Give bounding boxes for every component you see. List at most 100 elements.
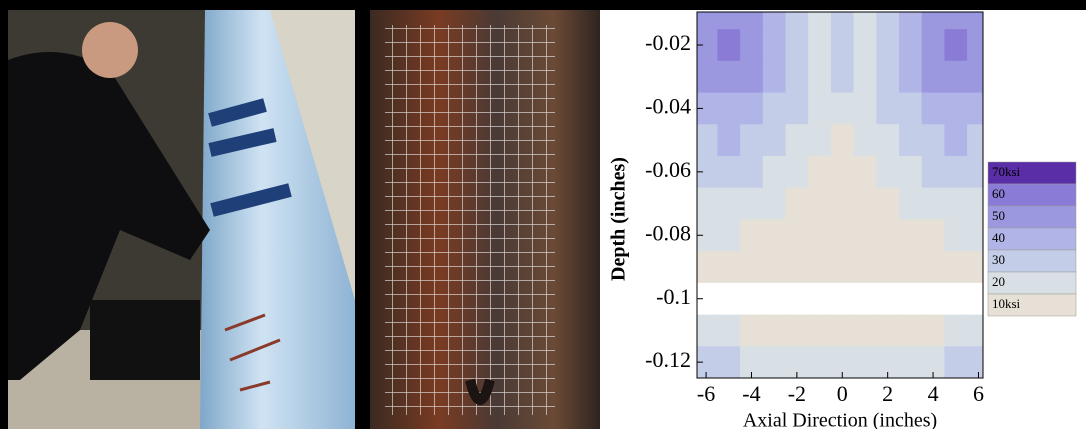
contour-cell — [697, 187, 719, 221]
contour-cell — [762, 92, 787, 125]
contour-cell — [876, 124, 900, 157]
contour-cell — [876, 12, 900, 30]
contour-cell — [717, 12, 741, 30]
photo-pipe-inspection — [8, 10, 355, 429]
legend-label: 50 — [992, 208, 1005, 223]
contour-cell — [921, 219, 946, 252]
contour-cell — [899, 219, 923, 252]
x-axis-label: Axial Direction (inches) — [743, 410, 937, 429]
contour-cell — [830, 29, 855, 62]
contour-cell — [717, 155, 741, 189]
contour-cell — [830, 219, 855, 252]
contour-cell — [740, 124, 764, 157]
contour-cell — [785, 29, 809, 62]
contour-cell — [853, 29, 877, 62]
contour-cell — [697, 29, 719, 62]
contour-cell — [762, 29, 787, 62]
contour-cell — [967, 251, 983, 284]
x-tick-label: -6 — [697, 381, 715, 406]
contour-cell — [808, 314, 832, 347]
legend-label: 20 — [992, 274, 1005, 289]
contour-cell — [740, 12, 764, 30]
contour-cell — [944, 251, 968, 284]
contour-cell — [944, 12, 968, 30]
contour-cell — [697, 346, 719, 378]
contour-cell — [762, 251, 787, 284]
contour-cell — [921, 282, 946, 316]
contour-cell — [740, 251, 764, 284]
contour-cell — [967, 155, 983, 189]
contour-cell — [785, 219, 809, 252]
contour-cell — [697, 251, 719, 284]
contour-cell — [899, 282, 923, 316]
contour-cell — [921, 187, 946, 221]
contour-cell — [853, 314, 877, 347]
contour-cell — [830, 314, 855, 347]
contour-cell — [697, 124, 719, 157]
contour-cell — [717, 251, 741, 284]
contour-cell — [853, 155, 877, 189]
contour-cell — [762, 282, 787, 316]
contour-cell — [967, 124, 983, 157]
contour-cell — [921, 155, 946, 189]
contour-cell — [944, 29, 968, 62]
x-tick-label: -2 — [788, 381, 806, 406]
contour-cell — [740, 92, 764, 125]
x-tick-label: 2 — [882, 381, 893, 406]
contour-cell — [762, 219, 787, 252]
contour-cell — [921, 12, 946, 30]
contour-cell — [740, 346, 764, 378]
contour-cell — [876, 92, 900, 125]
contour-cell — [830, 346, 855, 378]
contour-cell — [853, 92, 877, 125]
contour-cell — [697, 12, 719, 30]
contour-cell — [808, 155, 832, 189]
contour-cell — [808, 60, 832, 94]
contour-cell — [808, 92, 832, 125]
contour-cell — [967, 282, 983, 316]
contour-cell — [717, 314, 741, 347]
contour-cell — [697, 314, 719, 347]
contour-cell — [697, 92, 719, 125]
contour-cell — [853, 124, 877, 157]
y-tick-label: -0.08 — [645, 220, 691, 245]
legend-label: 60 — [992, 186, 1005, 201]
contour-cell — [944, 155, 968, 189]
y-tick-label: -0.12 — [645, 347, 691, 372]
contour-cell — [899, 29, 923, 62]
contour-cell — [740, 282, 764, 316]
x-tick-label: 6 — [973, 381, 984, 406]
contour-cell — [921, 314, 946, 347]
y-tick-label: -0.06 — [645, 157, 691, 182]
contour-cell — [762, 155, 787, 189]
contour-cell — [697, 282, 719, 316]
contour-cell — [944, 314, 968, 347]
contour-cell — [967, 314, 983, 347]
contour-cell — [762, 12, 787, 30]
contour-cell — [762, 60, 787, 94]
y-axis-label: Depth (inches) — [608, 157, 630, 281]
contour-cell — [921, 251, 946, 284]
contour-cell — [830, 155, 855, 189]
contour-cell — [808, 124, 832, 157]
contour-cell — [967, 187, 983, 221]
contour-cell — [944, 219, 968, 252]
contour-cell — [762, 346, 787, 378]
contour-cell — [899, 12, 923, 30]
contour-cell — [967, 219, 983, 252]
contour-cell — [697, 219, 719, 252]
contour-cell — [830, 187, 855, 221]
contour-cell — [740, 60, 764, 94]
contour-cell — [899, 187, 923, 221]
contour-cell — [853, 187, 877, 221]
contour-cell — [899, 60, 923, 94]
contour-cell — [944, 92, 968, 125]
contour-cell — [830, 282, 855, 316]
contour-cell — [762, 314, 787, 347]
contour-cell — [830, 60, 855, 94]
y-tick-label: -0.04 — [645, 93, 691, 118]
contour-cell — [876, 251, 900, 284]
contour-cell — [808, 346, 832, 378]
contour-cell — [808, 12, 832, 30]
contour-cell — [717, 282, 741, 316]
